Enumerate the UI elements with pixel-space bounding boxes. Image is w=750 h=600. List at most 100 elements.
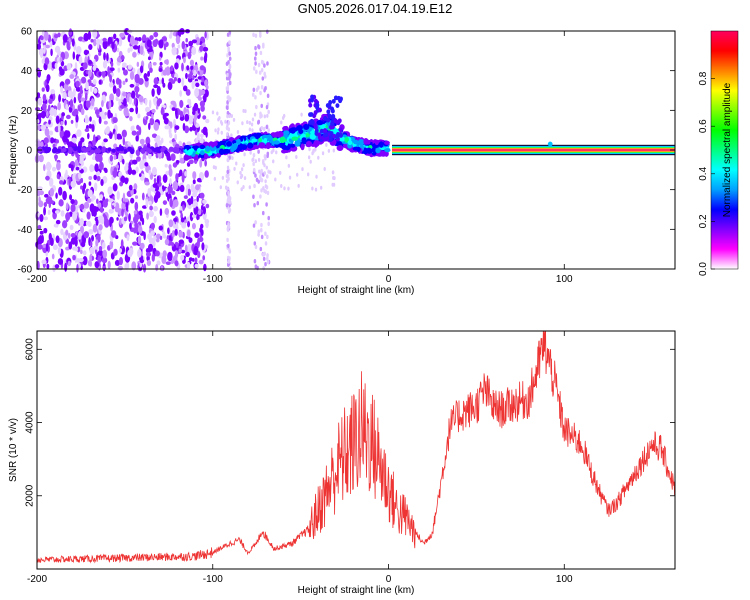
spectrogram-faint-blob <box>283 113 286 118</box>
spectrogram-stripe-blob <box>252 153 256 158</box>
chart-title: GN05.2026.017.04.19.E12 <box>297 1 453 16</box>
spectrogram-noise-blob <box>188 40 194 47</box>
spectrogram-noise-blob <box>80 137 85 143</box>
spectrogram-noise-blob <box>119 32 125 38</box>
spectrogram-faint-blob <box>217 127 220 132</box>
spectrogram-noise-blob <box>101 141 106 147</box>
spectrogram-noise-blob <box>120 175 126 184</box>
spectrogram-noise-blob <box>205 118 210 124</box>
spectrogram-noise-blob <box>109 67 115 72</box>
spectrogram-noise-blob <box>179 116 185 121</box>
spectrogram-stripe-blob <box>265 124 269 130</box>
spectrogram-stripe-blob <box>266 259 270 265</box>
spectrogram-noise-blob <box>63 83 68 90</box>
spectrogram-noise-blob <box>200 223 204 229</box>
spectrogram-noise-blob <box>72 88 76 98</box>
spectrogram-noise-blob <box>102 40 108 50</box>
spectrogram-chirp-blob <box>290 143 296 148</box>
spectrogram-noise-blob <box>160 190 164 196</box>
spectrogram-noise-blob <box>195 36 201 46</box>
spectrogram-noise-blob <box>75 86 81 92</box>
spectrogram-faint-blob <box>280 183 283 188</box>
spectrogram-noise-blob <box>183 195 188 199</box>
spectrogram-noise-blob <box>89 240 93 247</box>
spectrogram-chirp-blob <box>374 139 379 146</box>
spectrogram-noise-blob <box>88 228 94 235</box>
spectrogram-noise-blob <box>149 45 153 53</box>
spectrogram-chirp-blob <box>218 148 225 155</box>
spectrogram-stripe-blob <box>259 228 263 233</box>
spectrogram-noise-blob <box>189 211 194 222</box>
spectrogram-noise-blob <box>108 208 113 214</box>
spectrogram-chirp-upper-blob <box>335 119 340 125</box>
spectrogram-faint-blob <box>285 155 288 160</box>
spectrogram-noise-blob <box>107 65 110 76</box>
spectrogram-noise-blob <box>164 163 168 168</box>
spectrogram-faint-blob <box>319 185 323 190</box>
spectrogram-noise-blob <box>97 255 102 263</box>
spectrogram-noise-blob <box>60 85 64 94</box>
spectrogram-stripe-blob <box>227 176 230 182</box>
spectrogram-dc-blob <box>160 147 165 153</box>
spectrogram-noise-blob <box>170 100 176 105</box>
spectrogram-noise-blob <box>58 180 64 185</box>
spectrogram-noise-blob <box>185 72 188 80</box>
spectrogram-noise-blob <box>167 81 173 91</box>
snr-x-ticks: -200 -100 0 100 <box>27 331 573 585</box>
snr-series-line <box>36 330 676 564</box>
spectrogram-noise-blob <box>54 264 60 269</box>
spectrogram-noise-blob <box>35 118 40 124</box>
spectrogram-noise-blob <box>137 37 142 42</box>
spectrogram-noise-blob <box>58 94 62 103</box>
spectrogram-noise-blob <box>160 106 165 116</box>
spectrogram-noise-blob <box>39 214 44 222</box>
spectrogram-noise-blob <box>62 135 68 143</box>
colorbar: 0.0 0.2 0.4 0.6 0.8 Normalized spectral ampl… <box>698 30 739 276</box>
spectrogram-faint-blob <box>241 121 244 126</box>
spectrogram-noise-blob <box>130 197 135 204</box>
spectrogram-noise-blob <box>119 104 126 109</box>
spectrogram-noise-blob <box>65 103 69 111</box>
spectrogram-noise-blob <box>189 59 195 66</box>
spectrogram-noise-blob <box>152 97 158 104</box>
spectrogram-faint-blob <box>314 147 317 152</box>
spectrogram-noise-blob <box>108 198 114 203</box>
spectrogram-stripe-blob <box>260 188 263 193</box>
spectrogram-faint-blob <box>219 185 223 190</box>
spectrogram-faint-blob <box>287 186 290 191</box>
spectrogram-stripe-blob <box>226 72 229 78</box>
spectrogram-noise-blob <box>65 229 69 236</box>
spectrogram-chirp-blob <box>203 154 209 159</box>
spectrogram-noise-blob <box>139 65 144 74</box>
spectrogram-dc-blob <box>73 146 78 152</box>
spectrogram-noise-blob <box>146 259 152 267</box>
spectrogram-noise-blob <box>145 252 152 257</box>
spectrogram-noise-blob <box>149 117 155 126</box>
spectrogram-stripe-blob <box>253 183 256 189</box>
spectrogram-noise-blob <box>66 40 70 50</box>
spectrogram-faint-blob <box>219 120 223 125</box>
spectrogram-noise-blob <box>133 210 138 215</box>
spectrogram-chirp-blob <box>352 139 359 145</box>
spectrogram-stripe-blob <box>264 261 267 267</box>
spectrogram-faint-blob <box>242 184 245 189</box>
spectrogram-noise-blob <box>79 204 85 210</box>
spectrogram-chirp-blob <box>187 148 193 156</box>
spectrogram-stripe-blob <box>225 105 229 110</box>
spectrogram-stripe-blob <box>251 92 255 97</box>
spectrogram-noise-blob <box>96 39 100 49</box>
spectrogram-noise-blob <box>164 125 170 130</box>
spectrogram-noise-blob <box>102 60 108 69</box>
spectrogram-noise-blob <box>188 237 193 244</box>
spectrogram-noise-blob <box>92 28 98 39</box>
spectrogram-noise-blob <box>177 44 181 49</box>
spectrogram-chirp-blob <box>384 148 391 153</box>
spectrogram-stripe-blob <box>252 32 255 38</box>
spectrogram-noise-blob <box>139 160 145 170</box>
spectrogram-dc-blob <box>140 148 145 153</box>
spectrogram-noise-blob <box>85 100 91 108</box>
spectrogram-noise-blob <box>164 67 168 76</box>
spectrogram-noise-blob <box>146 212 149 220</box>
spectrogram-noise-blob <box>156 85 161 96</box>
spectrogram-chirp-upper-blob <box>313 98 318 104</box>
